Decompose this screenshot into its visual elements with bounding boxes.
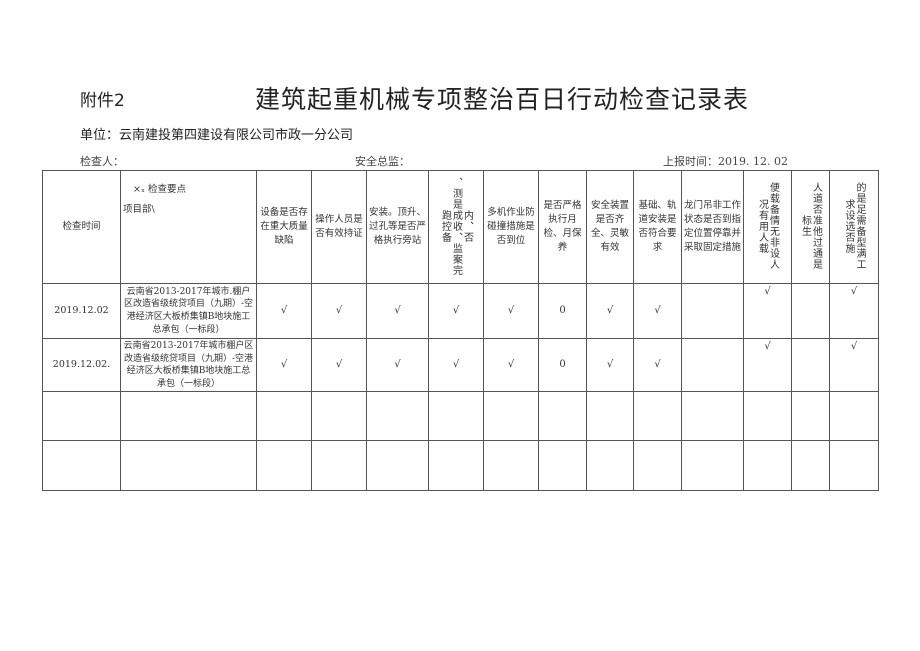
- header-col-8: 是否严格执行月检、月保养: [538, 170, 587, 284]
- header-diag-top: ×ₓ 检查要点: [133, 184, 187, 195]
- unit-line: 单位：云南建投第四建设有限公司市政一分公司: [80, 128, 354, 143]
- cell: √: [743, 337, 792, 393]
- header-col-14-line: 求设选否施: [843, 198, 854, 254]
- header-col-6-line: 、测是成收、监案完跑控备: [439, 176, 462, 276]
- header-row: 检查时间 ×ₓ 检查要点 项目部\ 设备是否存在重大质量缺陷 操作人员是否有效持…: [42, 170, 879, 284]
- header-col-13: 人道否准他过通是 标生: [791, 170, 830, 284]
- header-col-5: 安装。顶升、过孔等是否严格执行旁站: [366, 170, 429, 284]
- cell: √: [586, 283, 634, 339]
- cell: √: [256, 337, 312, 393]
- header-time: 检查时间: [42, 170, 121, 284]
- annex-label: 附件2: [80, 91, 125, 111]
- cell: √: [428, 337, 484, 393]
- cell: √: [829, 337, 879, 393]
- cell: √: [366, 283, 429, 339]
- cell: √: [366, 337, 429, 393]
- cell: √: [428, 283, 484, 339]
- cell: √: [633, 337, 682, 393]
- header-col-4: 操作人员是否有效持证: [311, 170, 367, 284]
- cell: √: [256, 283, 312, 339]
- row-time: 2019.12.02: [42, 283, 121, 339]
- header-diag-bottom: 项目部\: [123, 203, 155, 215]
- header-col-11: 龙门吊非工作状态是否到指定位置停靠并采取固定措施: [681, 170, 744, 284]
- cell: [681, 283, 744, 339]
- header-col-12-line: 况有用人载: [756, 198, 768, 254]
- inspection-table: 检查时间 ×ₓ 检查要点 项目部\ 设备是否存在重大质量缺陷 操作人员是否有效持…: [42, 170, 879, 492]
- table-row: 2019.12.02 云南省2013-2017年城市.棚户区改造省级统贷项目（九…: [42, 283, 879, 339]
- cell: 0: [538, 337, 587, 393]
- cell: √: [311, 283, 367, 339]
- page-title: 建筑起重机械专项整治百日行动检查记录表: [255, 85, 750, 114]
- header-col-10: 基础、轨道安装是否符合要求: [633, 170, 682, 284]
- header-col-14: 的是足需备型满工 求设选否施: [829, 170, 879, 284]
- cell: √: [633, 283, 682, 339]
- cell: [791, 337, 830, 393]
- cell: √: [829, 283, 879, 339]
- report-time: 上报时间：2019. 12. 02: [663, 155, 788, 168]
- header-col-9: 安全装置是否齐全、灵敏有效: [586, 170, 634, 284]
- header-diagonal: ×ₓ 检查要点 项目部\: [120, 170, 257, 284]
- empty-row: [42, 440, 879, 492]
- header-col-14-line: 的是足需备型满工: [854, 182, 865, 270]
- cell: √: [483, 337, 539, 393]
- cell: [681, 337, 744, 393]
- cell: [791, 283, 830, 339]
- cell: 0: [538, 283, 587, 339]
- safety-director-label: 安全总监：: [355, 155, 410, 168]
- header-col-12-line: 便载备情无非设人: [767, 182, 779, 270]
- table-row: 2019.12.02. 云南省2013-2017年城市棚户区改造省级统贷项目（九…: [42, 337, 879, 393]
- cell: √: [311, 337, 367, 393]
- row-time: 2019.12.02.: [42, 337, 121, 393]
- header-col-12: 便载备情无非设人 况有用人载: [743, 170, 792, 284]
- cell: √: [483, 283, 539, 339]
- header-col-6-line: 内、否: [461, 209, 473, 243]
- row-project: 云南省2013-2017年城市棚户区改造省级统贷项目（九期）-空港经济区大板桥集…: [120, 337, 257, 393]
- header-col-13-line: 标生: [799, 215, 811, 237]
- header-col-3: 设备是否存在重大质量缺陷: [256, 170, 312, 284]
- inspector-label: 检查人：: [80, 155, 124, 168]
- header-col-13-line: 人道否准他过通是: [810, 182, 822, 270]
- header-col-6: 内、否 、测是成收、监案完跑控备: [428, 170, 484, 284]
- cell: √: [743, 283, 792, 339]
- empty-row: [42, 391, 879, 442]
- row-project: 云南省2013-2017年城市.棚户区改造省级统贷项目（九期）-空港经济区大板桥…: [120, 283, 257, 339]
- cell: √: [586, 337, 634, 393]
- header-col-7: 多机作业防碰撞措施是否到位: [483, 170, 539, 284]
